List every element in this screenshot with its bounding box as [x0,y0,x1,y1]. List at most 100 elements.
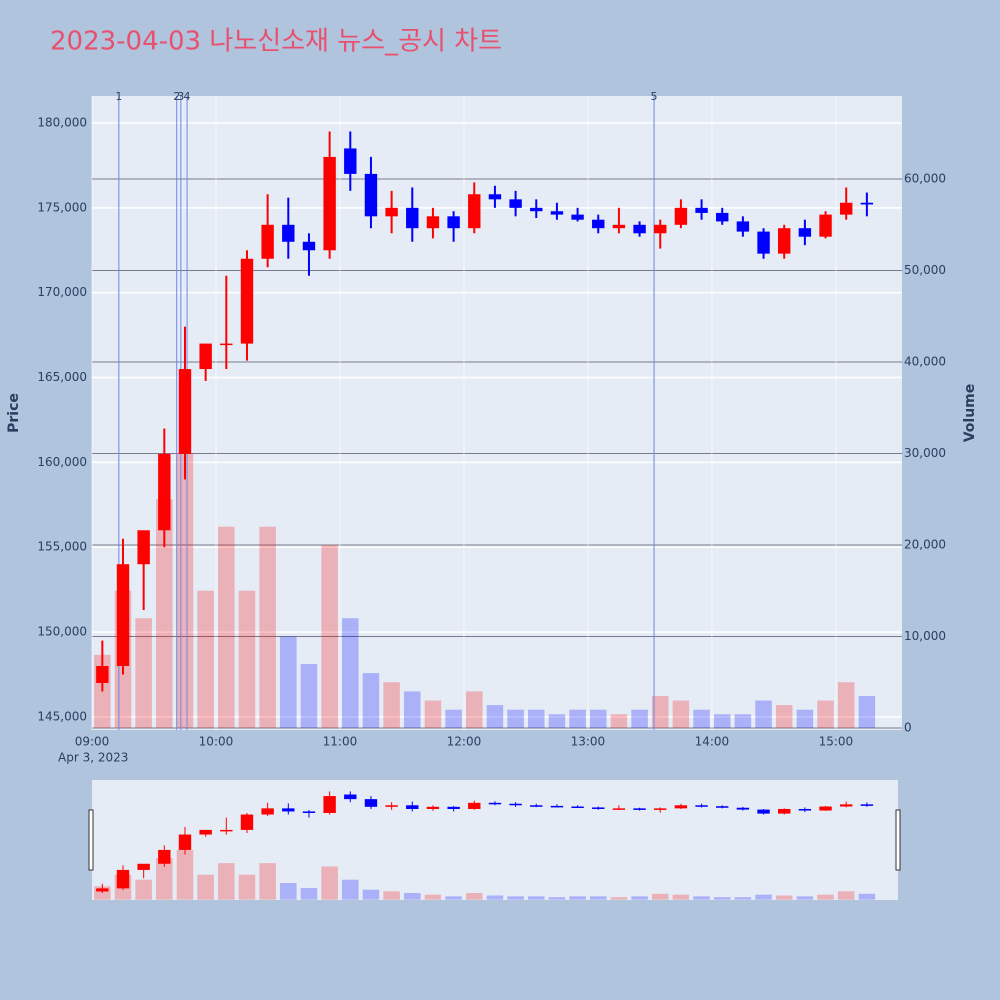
volume-bar [197,590,214,728]
candle-body [860,202,874,205]
candle-body [468,802,481,809]
volume-bar [466,691,483,728]
volume-bar [734,714,752,728]
volume-bar [693,709,710,728]
volume-bar [569,709,586,728]
volume-bar [858,695,876,728]
candle-body [406,207,419,229]
slider-volume-bar [424,894,442,900]
candle-body [302,241,316,251]
slider-volume-bar [383,891,400,900]
y2-tick-label: 10,000 [904,629,946,643]
volume-bar [589,709,607,728]
volume-bar [837,682,855,728]
candle-body [530,805,543,807]
y-tick-label: 175,000 [37,200,87,214]
candle-body [323,796,336,813]
slider-volume-bar [176,849,194,900]
candle-body [778,808,791,814]
slider-volume-bar [218,863,235,900]
candle-body [736,807,750,810]
slider-volume-bar [589,896,607,900]
candle-body [840,804,853,807]
slider-volume-bar [651,893,669,900]
candle-body [385,207,398,217]
slider-volume-bar [342,879,359,900]
candle-body [819,214,832,237]
candle-body [695,207,708,213]
slider-volume-bar [837,891,855,900]
range-slider[interactable] [92,780,898,900]
slider-handle-right [895,809,901,871]
candle-body [736,221,750,232]
y-tick-label: 165,000 [37,370,87,384]
candle-body [674,805,688,809]
candle-body [96,666,109,683]
volume-bar [486,705,504,728]
slider-volume-bar [507,896,524,900]
slider-volume-bar [445,896,462,900]
candle-body [220,343,233,346]
x-tick-label: 12:00 [447,735,482,749]
slider-volume-bar [713,897,731,900]
annotation-label: 1 [115,90,122,103]
candle-body [220,829,233,832]
annotation-label: 5 [651,90,658,103]
y2-tick-label: 60,000 [904,171,946,185]
candle-body [137,863,150,870]
x-tick-label: 11:00 [323,735,358,749]
candle-body [798,808,812,811]
volume-bar [445,709,462,728]
volume-bar [176,453,194,728]
slider-volume-bar [693,896,710,900]
volume-bar [321,544,338,728]
y2-tick-label: 40,000 [904,354,946,368]
candle-body [116,564,130,667]
slider-volume-bar [734,897,752,900]
candle-body [178,369,192,454]
candle-body [819,806,832,811]
candle-body [364,173,378,217]
candle-body [199,343,212,370]
slider-handle-left [88,809,94,871]
x-date-label: Apr 3, 2023 [58,751,128,765]
x-tick-label: 13:00 [571,735,606,749]
candle-body [571,214,584,220]
y-tick-label: 170,000 [37,285,87,299]
volume-bar [796,709,814,728]
slider-volume-bar [259,863,276,900]
y-tick-label: 180,000 [37,115,87,129]
annotation-label: 4 [184,90,191,103]
slider-volume-bar [631,896,648,900]
chart-title: 2023-04-03 나노신소재 뉴스_공시 차트 [50,27,502,57]
volume-bar [651,695,669,728]
volume-bar [280,636,297,728]
candle-body [778,228,791,254]
slider-volume-bar [672,894,690,900]
volume-bar [631,709,648,728]
candle-body [158,453,171,531]
slider-volume-bar [548,897,566,900]
volume-bar [424,700,442,728]
candle-body [695,805,708,807]
candle-body [240,258,254,344]
y-axis-title: Price [6,393,22,433]
y-tick-label: 150,000 [37,625,87,639]
volume-bar [238,590,256,728]
candle-body [530,207,543,212]
volume-bar [775,705,793,728]
candle-body [509,803,522,806]
volume-bar [259,526,276,728]
annotation-label: 2 [173,90,180,103]
volume-bar [548,714,566,728]
volume-bar [672,700,690,728]
y-tick-label: 155,000 [37,540,87,554]
candle-body [674,207,688,225]
candle-body [654,808,667,810]
volume-bar [218,526,235,728]
volume-bar [404,691,421,728]
candle-body [757,231,770,254]
volume-bar [755,700,772,728]
candle-body [406,805,419,809]
